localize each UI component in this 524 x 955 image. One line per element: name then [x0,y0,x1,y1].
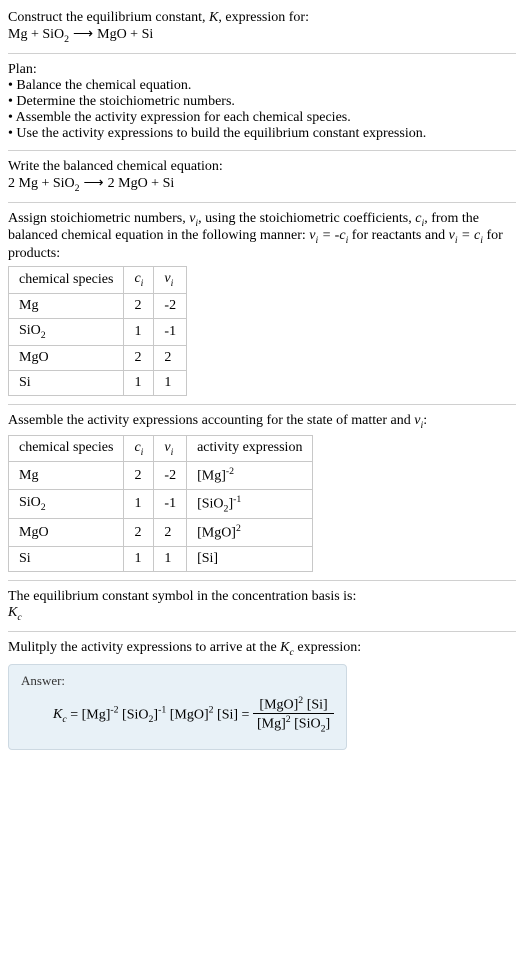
divider [8,404,516,405]
balanced-section: Write the balanced chemical equation: 2 … [8,153,516,200]
conc-basis-section: The equilibrium constant symbol in the c… [8,583,516,629]
table-row: Mg 2 -2 [9,293,187,318]
multiply-text: Mulitply the activity expressions to arr… [8,640,516,658]
stoich-table: chemical species ci νi Mg 2 -2 SiO2 1 -1… [8,266,187,396]
answer-section: Mulitply the activity expressions to arr… [8,634,516,762]
th-species: chemical species [9,267,124,294]
divider [8,631,516,632]
activity-table: chemical species ci νi activity expressi… [8,435,313,573]
question-equation: Mg + SiO2⟶MgO + Si [8,26,516,45]
table-row: MgO 2 2 [MgO]2 [9,519,313,547]
activity-section: Assemble the activity expressions accoun… [8,407,516,578]
plan-item: • Balance the chemical equation. [8,78,516,94]
q1-post: , expression for: [218,10,309,25]
plan-section: Plan: • Balance the chemical equation. •… [8,56,516,148]
stoich-text: Assign stoichiometric numbers, νi, using… [8,211,516,263]
th-vi: νi [154,267,187,294]
answer-box: Answer: Kc = [Mg]-2 [SiO2]-1 [MgO]2 [Si]… [8,664,347,750]
table-row: Mg 2 -2 [Mg]-2 [9,462,313,490]
table-row: Si 1 1 [Si] [9,547,313,572]
balanced-equation: 2 Mg + SiO2⟶2 MgO + Si [8,175,516,194]
question-header: Construct the equilibrium constant, K, e… [8,4,516,51]
plan-item: • Use the activity expressions to build … [8,126,516,142]
plan-item: • Assemble the activity expression for e… [8,110,516,126]
divider [8,580,516,581]
nu-i: νi [189,211,198,226]
question-line1: Construct the equilibrium constant, K, e… [8,10,516,26]
c-i: ci [415,211,424,226]
q1-pre: Construct the equilibrium constant, [8,10,209,25]
table-row: chemical species ci νi activity expressi… [9,435,313,462]
activity-title: Assemble the activity expressions accoun… [8,413,516,431]
balanced-title: Write the balanced chemical equation: [8,159,516,175]
answer-equation: Kc = [Mg]-2 [SiO2]-1 [MgO]2 [Si] = [MgO]… [21,695,334,735]
plan-title: Plan: [8,62,516,78]
plan-item: • Determine the stoichiometric numbers. [8,94,516,110]
kc-symbol: Kc [8,605,516,623]
table-row: chemical species ci νi [9,267,187,294]
divider [8,53,516,54]
divider [8,202,516,203]
conc-basis-text: The equilibrium constant symbol in the c… [8,589,516,605]
th-ci: ci [124,267,154,294]
table-row: Si 1 1 [9,370,187,395]
table-row: MgO 2 2 [9,345,187,370]
divider [8,150,516,151]
table-row: SiO2 1 -1 [SiO2]-1 [9,490,313,519]
stoich-section: Assign stoichiometric numbers, νi, using… [8,205,516,402]
table-row: SiO2 1 -1 [9,318,187,345]
q1-sym: K [209,10,218,25]
answer-label: Answer: [21,673,334,689]
